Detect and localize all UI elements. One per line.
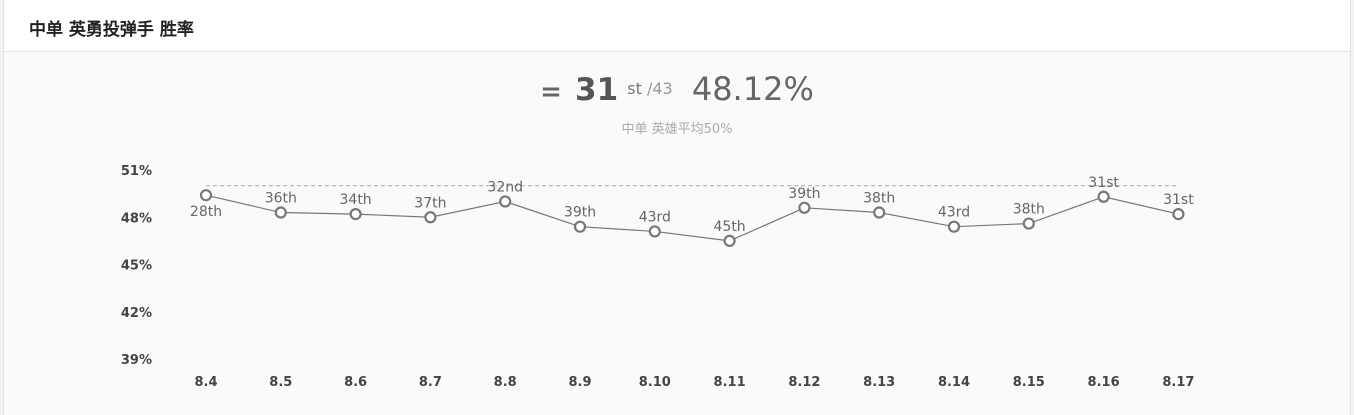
data-rank-label: 28th — [190, 204, 222, 220]
data-point — [499, 195, 512, 208]
data-rank-label: 38th — [863, 191, 895, 207]
data-point — [349, 208, 362, 221]
y-tick-label: 42% — [121, 306, 152, 321]
data-rank-label: 39th — [564, 205, 596, 221]
data-rank-label: 43rd — [639, 209, 671, 225]
x-tick-label: 8.6 — [344, 375, 367, 390]
data-point — [947, 220, 961, 233]
data-rank-label: 43rd — [938, 205, 970, 221]
rank-trend-symbol: = — [540, 77, 562, 107]
x-tick-label: 8.14 — [938, 375, 970, 390]
data-rank-label: 31st — [1163, 192, 1194, 208]
data-point — [798, 201, 811, 214]
x-tick-label: 8.13 — [863, 375, 895, 390]
data-rank-label: 37th — [414, 195, 446, 211]
data-rank-label: 36th — [265, 191, 297, 207]
data-point — [274, 206, 287, 219]
data-rank-label: 45th — [714, 219, 746, 235]
average-note: 中单 英雄平均50% — [621, 122, 733, 137]
x-tick-label: 8.5 — [269, 375, 292, 390]
x-tick-label: 8.12 — [788, 375, 820, 390]
x-tick-label: 8.17 — [1162, 375, 1194, 390]
x-tick-label: 8.15 — [1013, 375, 1045, 390]
x-tick-label: 8.10 — [639, 375, 671, 390]
winrate-panel: 中单 英勇投弹手 胜率 = 31 st /43 48.12% 中单 英雄平均50… — [3, 0, 1351, 415]
data-rank-label: 38th — [1013, 202, 1045, 218]
data-point — [573, 220, 587, 233]
winrate-value: 48.12% — [691, 70, 814, 108]
series-line — [205, 194, 1179, 242]
y-tick-label: 51% — [121, 164, 152, 179]
rank-number: 31 — [575, 72, 619, 108]
data-point — [1172, 208, 1185, 221]
rank-total: /43 — [646, 79, 673, 98]
winrate-line-chart: 51% 48% 45% 42% 39% 8.4 8.5 8.6 8.7 8.8 8.9 8.10 8.1… — [121, 164, 1195, 390]
data-point — [199, 189, 213, 202]
data-point — [1022, 217, 1035, 230]
data-point — [723, 234, 736, 247]
x-tick-label: 8.9 — [568, 375, 591, 390]
x-tick-label: 8.16 — [1088, 375, 1120, 390]
y-tick-label: 39% — [121, 353, 152, 368]
data-rank-label: 34th — [340, 192, 372, 208]
data-point — [1097, 190, 1110, 203]
x-tick-label: 8.7 — [419, 375, 442, 390]
x-tick-label: 8.8 — [494, 375, 517, 390]
y-tick-label: 48% — [121, 211, 152, 226]
x-tick-label: 8.11 — [714, 375, 746, 390]
data-rank-label: 32nd — [487, 180, 523, 196]
panel-header: 中单 英勇投弹手 胜率 — [4, 0, 1350, 52]
rank-summary: = 31 st /43 48.12% — [4, 70, 1350, 108]
rank-suffix: st — [627, 79, 642, 98]
data-point — [873, 206, 886, 219]
data-point — [424, 211, 437, 224]
data-point — [648, 225, 661, 238]
y-tick-label: 45% — [121, 259, 152, 274]
data-rank-label: 39th — [788, 186, 820, 202]
x-tick-label: 8.4 — [194, 375, 217, 390]
data-rank-label: 31st — [1088, 175, 1119, 191]
panel-title: 中单 英勇投弹手 胜率 — [29, 20, 194, 40]
